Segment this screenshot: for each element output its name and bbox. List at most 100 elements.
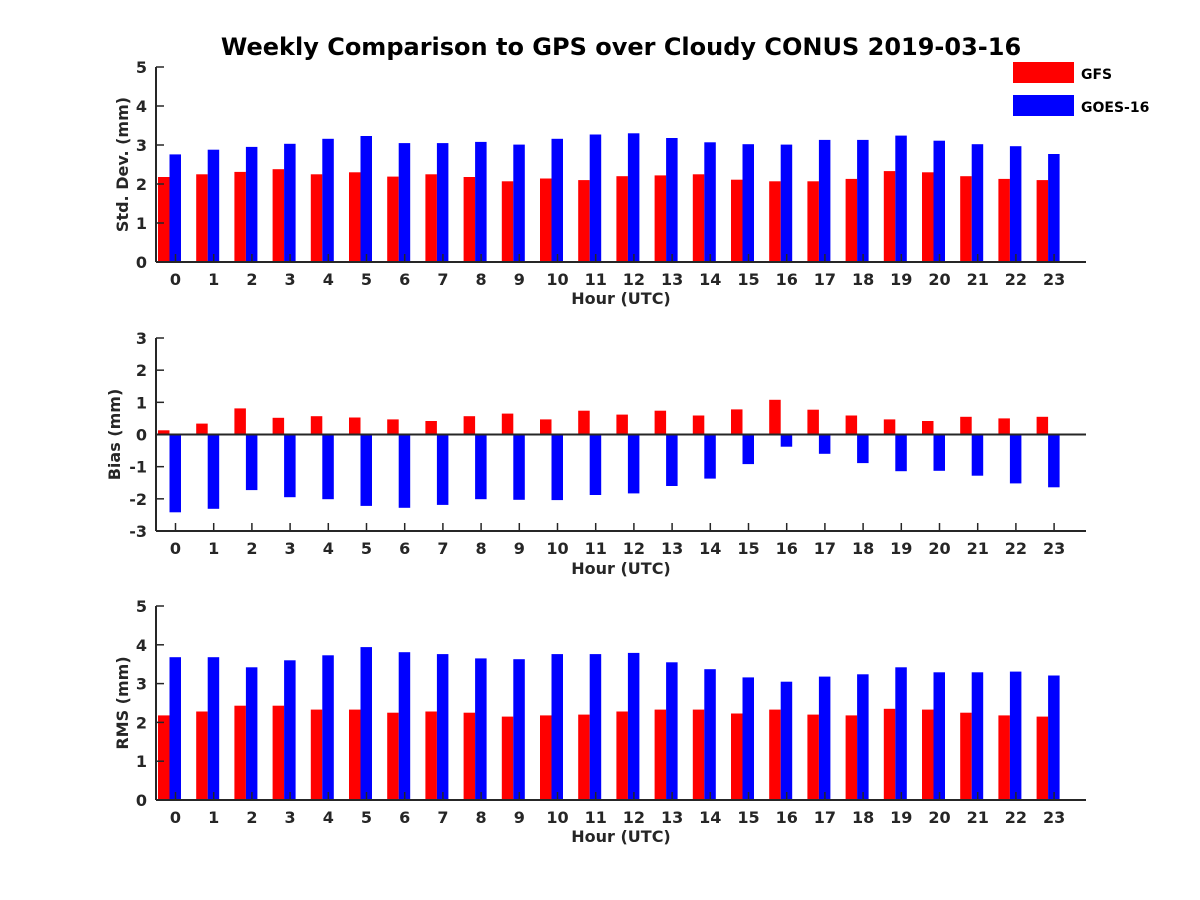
bar-goes16-0 <box>169 657 181 800</box>
bar-gfs-4 <box>310 174 323 263</box>
legend-label-goes16: GOES-16 <box>1081 100 1149 116</box>
x-axis-label: Hour (UTC) <box>571 289 671 308</box>
bar-goes16-19 <box>895 434 907 472</box>
y-tick-label: 3 <box>136 329 147 348</box>
x-tick-label: 23 <box>1043 808 1065 827</box>
y-tick-label: 0 <box>136 791 147 810</box>
bar-goes16-9 <box>513 659 525 800</box>
bar-goes16-1 <box>207 434 220 509</box>
bar-goes16-3 <box>284 143 296 262</box>
x-tick-label: 1 <box>208 270 219 289</box>
bar-gfs-17 <box>807 181 819 262</box>
bar-goes16-18 <box>857 674 869 800</box>
x-tick-label: 5 <box>361 808 372 827</box>
bar-goes16-5 <box>360 136 372 262</box>
bar-goes16-21 <box>971 144 984 262</box>
bar-goes16-17 <box>818 676 831 800</box>
bar-goes16-12 <box>627 652 640 800</box>
y-tick-label: 3 <box>136 136 147 155</box>
bar-goes16-10 <box>551 434 563 501</box>
bar-goes16-17 <box>818 139 831 262</box>
bar-gfs-9 <box>501 413 514 435</box>
bar-goes16-10 <box>551 654 563 800</box>
bar-goes16-15 <box>742 434 754 465</box>
bar-gfs-9 <box>501 181 514 262</box>
bar-goes16-9 <box>513 144 525 262</box>
bar-goes16-1 <box>207 657 220 800</box>
bar-gfs-4 <box>310 709 323 800</box>
bar-goes16-22 <box>1009 671 1022 800</box>
bar-gfs-0 <box>158 430 170 435</box>
bar-goes16-15 <box>742 677 754 800</box>
x-tick-label: 21 <box>967 808 989 827</box>
bar-goes16-3 <box>284 434 296 498</box>
x-tick-label: 13 <box>661 270 683 289</box>
x-tick-label: 16 <box>776 270 798 289</box>
x-tick-label: 9 <box>514 808 525 827</box>
bar-goes16-9 <box>513 434 525 500</box>
bar-goes16-7 <box>436 434 449 505</box>
y-tick-label: -2 <box>129 490 147 509</box>
x-tick-label: 14 <box>699 270 721 289</box>
bar-gfs-12 <box>616 711 628 800</box>
x-tick-label: 15 <box>737 808 759 827</box>
x-tick-label: 6 <box>399 539 410 558</box>
bar-goes16-14 <box>704 434 716 479</box>
x-tick-label: 20 <box>928 270 950 289</box>
bar-gfs-10 <box>540 715 552 800</box>
bar-gfs-14 <box>692 415 705 435</box>
bar-goes16-5 <box>360 647 372 800</box>
chart-title: Weekly Comparison to GPS over Cloudy CON… <box>221 33 1021 61</box>
bar-gfs-14 <box>692 174 705 263</box>
bar-goes16-6 <box>398 652 411 800</box>
bar-gfs-11 <box>578 714 590 800</box>
bar-gfs-11 <box>578 180 590 262</box>
bar-goes16-18 <box>857 434 869 464</box>
bar-gfs-1 <box>196 174 208 263</box>
x-tick-label: 18 <box>852 808 874 827</box>
bar-gfs-22 <box>998 715 1010 800</box>
bar-gfs-23 <box>1036 180 1049 262</box>
x-tick-label: 3 <box>285 808 296 827</box>
bar-gfs-22 <box>998 418 1010 435</box>
bar-gfs-16 <box>769 709 781 800</box>
bar-gfs-20 <box>922 709 934 800</box>
y-tick-label: 0 <box>136 253 147 272</box>
bar-gfs-15 <box>731 713 743 800</box>
bar-gfs-2 <box>234 171 246 262</box>
x-tick-label: 4 <box>323 270 334 289</box>
x-tick-label: 8 <box>476 539 487 558</box>
bar-gfs-12 <box>616 176 628 262</box>
bar-gfs-8 <box>463 712 476 800</box>
bar-gfs-0 <box>158 177 170 262</box>
x-tick-label: 1 <box>208 539 219 558</box>
x-tick-label: 17 <box>814 539 836 558</box>
x-tick-label: 20 <box>928 808 950 827</box>
bar-gfs-3 <box>272 705 285 800</box>
x-tick-label: 12 <box>623 808 645 827</box>
x-tick-label: 4 <box>323 539 334 558</box>
y-tick-label: -1 <box>129 458 147 477</box>
x-tick-label: 15 <box>737 539 759 558</box>
bar-goes16-0 <box>169 434 181 513</box>
x-tick-label: 2 <box>246 270 257 289</box>
bar-goes16-19 <box>895 667 907 800</box>
bar-gfs-17 <box>807 409 819 435</box>
bar-gfs-5 <box>349 709 361 800</box>
x-tick-label: 19 <box>890 270 912 289</box>
x-axis-label: Hour (UTC) <box>571 827 671 846</box>
bar-gfs-13 <box>654 410 667 435</box>
x-tick-label: 6 <box>399 808 410 827</box>
x-tick-label: 3 <box>285 270 296 289</box>
x-tick-label: 11 <box>585 539 607 558</box>
bar-gfs-1 <box>196 423 208 435</box>
x-tick-label: 23 <box>1043 270 1065 289</box>
x-tick-label: 10 <box>546 808 568 827</box>
x-tick-label: 13 <box>661 539 683 558</box>
x-tick-label: 12 <box>623 539 645 558</box>
bar-gfs-6 <box>387 419 399 435</box>
x-tick-label: 22 <box>1005 270 1027 289</box>
bar-gfs-17 <box>807 714 819 800</box>
legend-swatch-goes16 <box>1013 95 1074 116</box>
x-tick-label: 17 <box>814 270 836 289</box>
